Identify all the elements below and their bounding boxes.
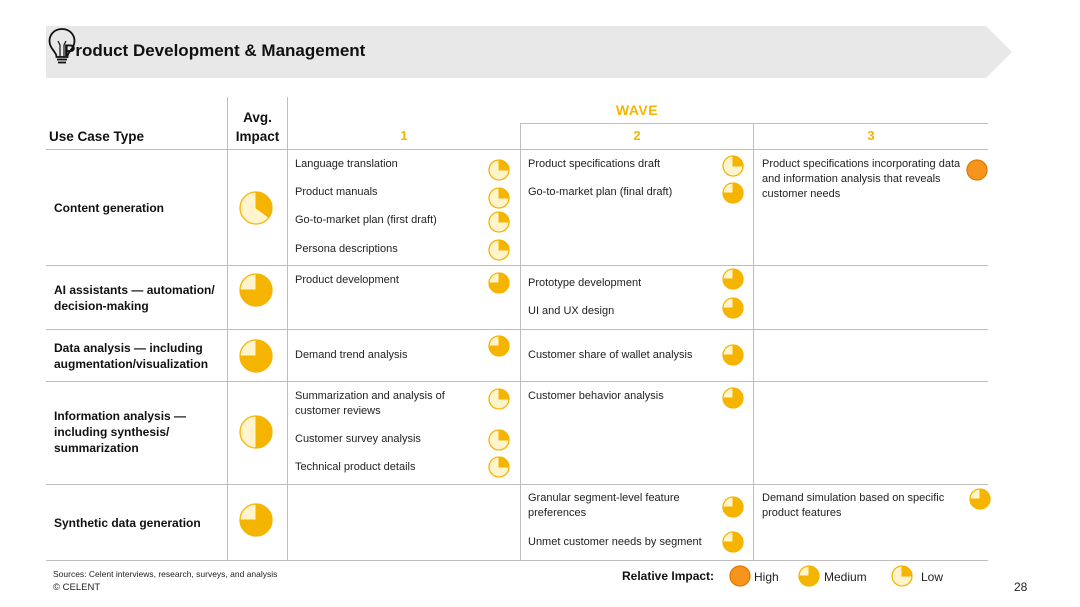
wave3-item: Demand simulation based on specific prod…: [762, 492, 945, 519]
wave1-item: Persona descriptions: [295, 243, 398, 255]
row-divider: [46, 484, 988, 485]
wave1-item: Product development: [295, 274, 399, 286]
use-case-data-analysis: Data analysis — including augmentation/v…: [54, 341, 209, 371]
row-divider: [46, 329, 988, 330]
impact-pie-icon: [488, 211, 510, 233]
banner-arrow-shape: [46, 26, 1012, 78]
wave-3-header: 3: [867, 128, 875, 143]
page-number: 28: [1014, 580, 1028, 594]
impact-pie-icon: [722, 344, 744, 366]
avg-impact-pie-icon: [239, 273, 273, 307]
legend-medium-label: Medium: [824, 570, 867, 584]
copyright: © CELENT: [53, 582, 101, 593]
wave2-item: Unmet customer needs by segment: [528, 536, 702, 548]
wave1-item: Product manuals: [295, 186, 378, 198]
impact-pie-icon: [488, 456, 510, 478]
column-divider: [753, 123, 754, 560]
sources-note: Sources: Celent interviews, research, su…: [53, 569, 278, 579]
wave3-item: Product specifications incorporating dat…: [762, 158, 961, 200]
impact-pie-icon: [488, 388, 510, 410]
wave1-item: Go-to-market plan (first draft): [295, 214, 437, 226]
impact-pie-icon: [488, 335, 510, 357]
avg-impact-pie-icon: [239, 339, 273, 373]
legend-high-icon: [729, 565, 751, 587]
impact-pie-icon: [488, 187, 510, 209]
column-divider: [520, 123, 521, 560]
avg-impact-pie-icon: [239, 503, 273, 537]
avg-impact-header-line1: Avg.: [243, 110, 272, 125]
wave-1-header: 1: [400, 128, 408, 143]
legend-high-label: High: [754, 570, 779, 584]
impact-pie-icon: [722, 155, 744, 177]
wave1-item: Summarization and analysis of customer r…: [295, 390, 445, 417]
row-divider: [46, 381, 988, 382]
avg-impact-pie-icon: [239, 415, 273, 449]
wave2-item: Prototype development: [528, 277, 642, 289]
use-case-synthetic-data-generation: Synthetic data generation: [54, 516, 201, 530]
use-case-ai-assistants: AI assistants — automation/ decision-mak…: [54, 283, 215, 313]
table-bottom-rule: [46, 560, 988, 561]
impact-pie-icon: [722, 182, 744, 204]
wave2-item: Granular segment-level feature preferenc…: [528, 492, 680, 519]
legend-low-label: Low: [921, 570, 944, 584]
impact-pie-icon: [722, 297, 744, 319]
wave-header: WAVE: [615, 102, 659, 118]
impact-pie-icon: [722, 531, 744, 553]
row-divider: [46, 265, 988, 266]
wave2-item: Customer behavior analysis: [528, 390, 664, 402]
wave1-item: Technical product details: [295, 461, 416, 473]
column-divider: [227, 97, 228, 560]
wave2-item: UI and UX design: [528, 305, 615, 317]
column-divider: [287, 97, 288, 560]
wave-subheader-rule: [520, 123, 988, 124]
impact-pie-icon: [722, 496, 744, 518]
wave1-item: Language translation: [295, 158, 398, 170]
impact-pie-icon: [969, 488, 991, 510]
wave-2-header: 2: [633, 128, 641, 143]
impact-pie-icon: [488, 272, 510, 294]
avg-impact-pie-icon: [239, 191, 273, 225]
lightbulb-icon: [48, 28, 76, 64]
impact-pie-icon: [966, 159, 988, 181]
impact-pie-icon: [488, 239, 510, 261]
wave1-item: Demand trend analysis: [295, 349, 408, 361]
legend-title: Relative Impact:: [622, 569, 715, 583]
header-rule: [46, 149, 988, 150]
page-title: Product Development & Management: [64, 41, 366, 60]
title-banner: Product Development & Management: [46, 26, 1012, 78]
use-case-content-generation: Content generation: [54, 201, 164, 215]
avg-impact-header-line2: Impact: [235, 129, 280, 144]
impact-pie-icon: [488, 159, 510, 181]
wave1-item: Customer survey analysis: [295, 433, 421, 445]
impact-pie-icon: [722, 387, 744, 409]
impact-pie-icon: [488, 429, 510, 451]
legend-low-icon: [891, 565, 913, 587]
use-case-information-analysis: Information analysis — including synthes…: [54, 409, 187, 455]
use-case-type-header: Use Case Type: [49, 129, 145, 144]
wave2-item: Customer share of wallet analysis: [528, 349, 693, 361]
impact-pie-icon: [722, 268, 744, 290]
wave2-item: Product specifications draft: [528, 158, 661, 170]
legend-medium-icon: [798, 565, 820, 587]
wave2-item: Go-to-market plan (final draft): [528, 186, 673, 198]
